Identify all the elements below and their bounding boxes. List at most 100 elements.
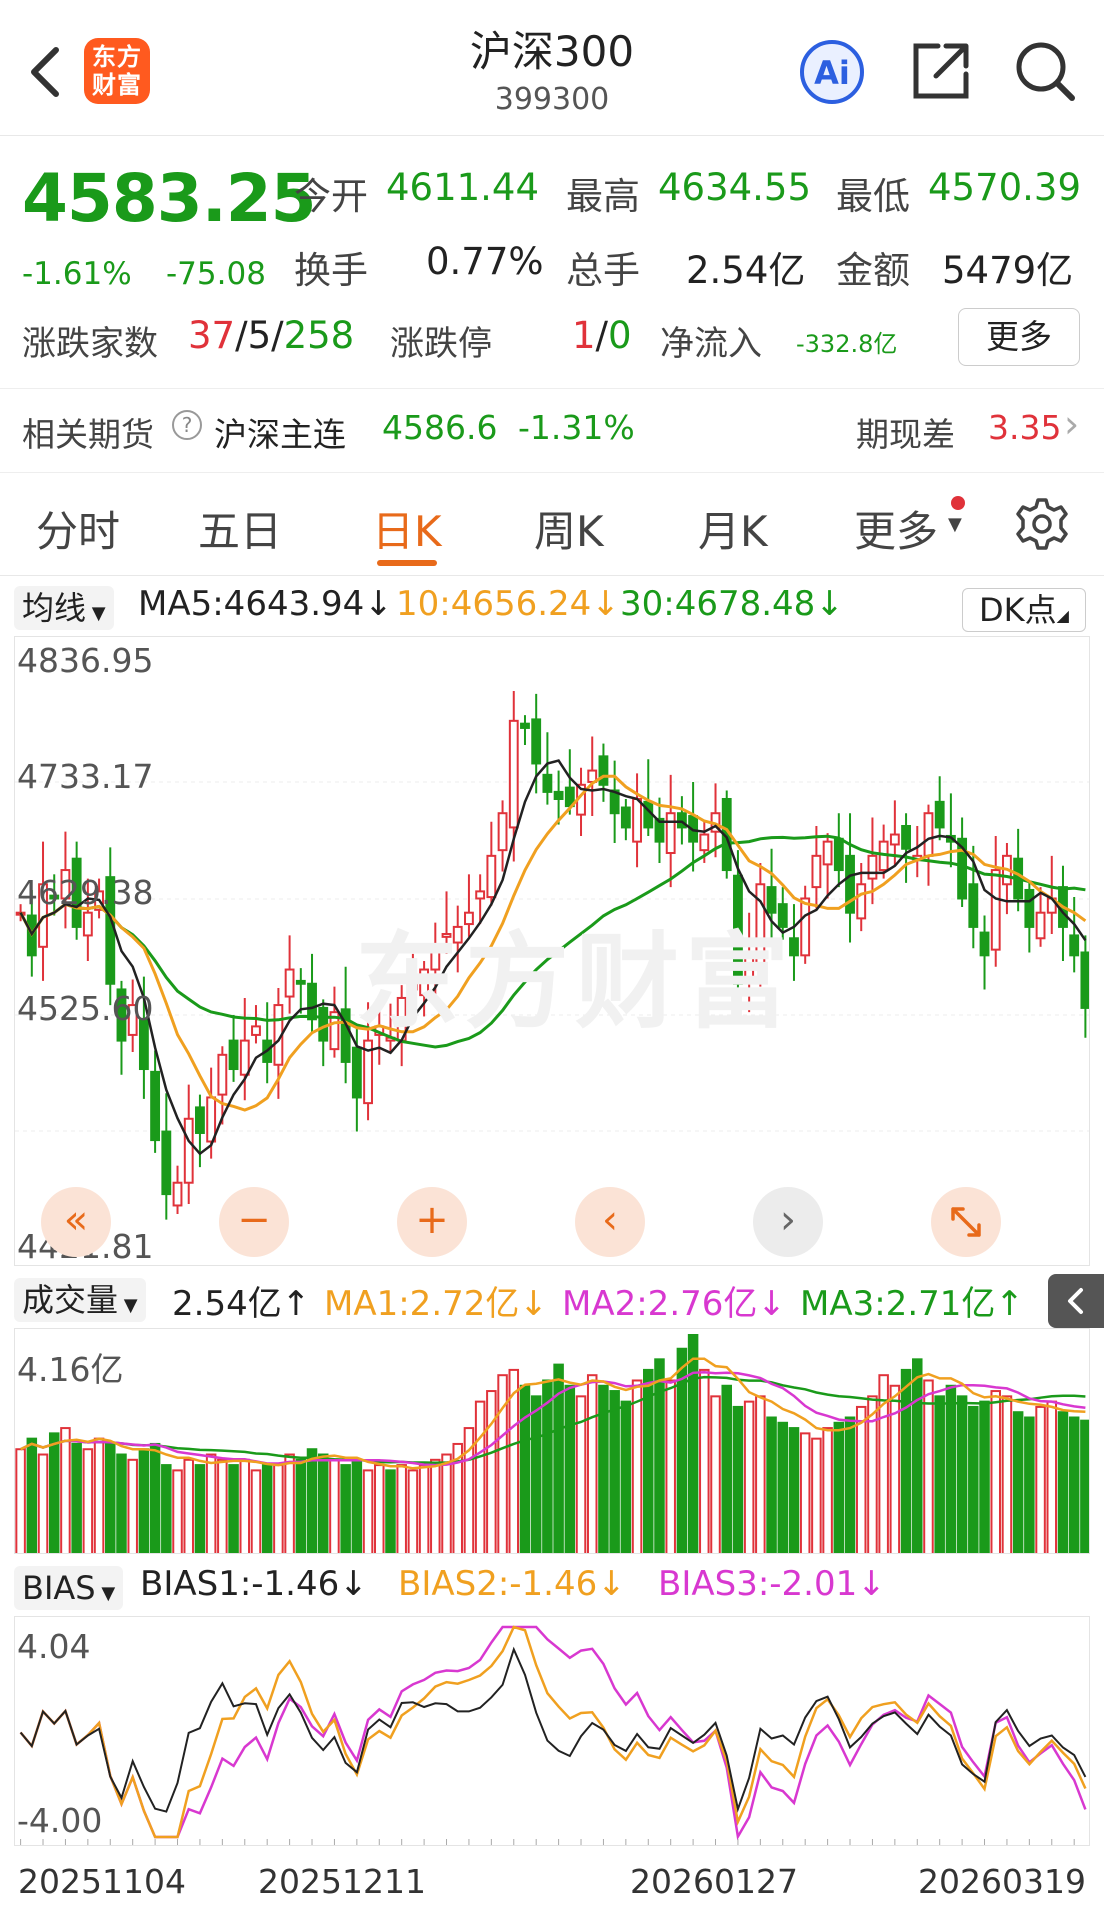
volume-legend: 成交量 ▼ 2.54亿↑ MA1:2.72亿↓ MA2:2.76亿↓ MA3:2… bbox=[0, 1274, 1104, 1326]
tab-daily-k[interactable]: 日K bbox=[372, 507, 442, 556]
volume-bar bbox=[250, 1469, 262, 1553]
basis-label: 期现差 bbox=[856, 415, 955, 454]
bias3-value: BIAS3:-2.01↓ bbox=[658, 1564, 886, 1604]
basis-value: 3.35 bbox=[988, 408, 1062, 447]
volume-bar bbox=[430, 1458, 441, 1553]
change-percent: -1.61% bbox=[22, 256, 132, 292]
volume-bar bbox=[116, 1453, 127, 1553]
volume-bar bbox=[811, 1437, 822, 1553]
volume-bar bbox=[990, 1390, 1001, 1553]
volume-bar bbox=[295, 1458, 307, 1553]
candle-body bbox=[172, 1181, 183, 1207]
volume-bar bbox=[284, 1453, 295, 1553]
volume-bar bbox=[923, 1379, 934, 1553]
candle-body bbox=[676, 812, 687, 829]
tab-more[interactable]: 更多 bbox=[854, 507, 939, 556]
ma30-value: 30:4678.48↓ bbox=[620, 584, 844, 624]
eastmoney-logo: 东方 财富 bbox=[84, 38, 150, 104]
candle-body bbox=[968, 883, 979, 928]
kline-chart[interactable]: 东方财富 4836.95 4733.17 4629.38 4525.60 442… bbox=[14, 636, 1090, 1266]
scroll-right-button[interactable]: › bbox=[753, 1187, 823, 1257]
indicator-selector-bias[interactable]: BIAS ▼ bbox=[14, 1566, 124, 1610]
candle-body bbox=[138, 1018, 149, 1071]
volume-bar bbox=[228, 1464, 239, 1553]
volume-bar bbox=[945, 1384, 957, 1553]
volume-bar bbox=[934, 1395, 945, 1553]
rewind-button[interactable]: « bbox=[41, 1187, 111, 1257]
candle-body bbox=[1035, 911, 1046, 940]
volume-bar bbox=[564, 1384, 576, 1553]
bias-chart[interactable]: 4.04 -4.00 bbox=[14, 1616, 1090, 1846]
volume-bar bbox=[273, 1464, 284, 1553]
more-quote-button[interactable]: 更多 bbox=[958, 308, 1080, 366]
date-label: 20260127 bbox=[630, 1862, 798, 1901]
related-futures-row[interactable]: 相关期货 ? 沪深主连 4586.6 -1.31% 期现差 3.35 › bbox=[0, 390, 1104, 472]
notification-dot bbox=[951, 496, 965, 510]
volume-bar bbox=[889, 1384, 901, 1553]
gear-icon[interactable] bbox=[1014, 496, 1070, 552]
volume-bar bbox=[710, 1395, 721, 1553]
volume-chart[interactable]: 4.16亿 bbox=[14, 1328, 1090, 1554]
volume-bar bbox=[317, 1453, 329, 1553]
zoom-in-button[interactable]: + bbox=[397, 1187, 467, 1257]
share-icon[interactable] bbox=[908, 38, 974, 104]
ai-assistant-icon[interactable]: Ai bbox=[796, 38, 868, 106]
tab-intraday[interactable]: 分时 bbox=[36, 507, 121, 556]
indicator-selector-volume[interactable]: 成交量 ▼ bbox=[14, 1278, 146, 1322]
candle-body bbox=[71, 857, 82, 928]
bias2-value: BIAS2:-1.46↓ bbox=[398, 1564, 626, 1604]
volume-label: 总手 bbox=[566, 249, 640, 292]
volume-bar bbox=[1046, 1400, 1058, 1553]
candle-body bbox=[632, 797, 642, 843]
candle-body bbox=[251, 1025, 261, 1036]
back-arrow-icon[interactable] bbox=[22, 44, 70, 100]
breadth-flat: 5 bbox=[247, 314, 272, 357]
volume-plot bbox=[15, 1334, 1089, 1553]
candle-body bbox=[452, 925, 463, 944]
zoom-out-button[interactable]: − bbox=[219, 1187, 289, 1257]
candle-body bbox=[307, 982, 317, 1021]
search-icon[interactable] bbox=[1012, 38, 1078, 104]
scroll-left-button[interactable]: ‹ bbox=[575, 1187, 645, 1257]
kline-plot bbox=[15, 690, 1089, 1220]
candle-body bbox=[49, 894, 60, 900]
volume-bar bbox=[755, 1395, 766, 1553]
volume-bar bbox=[306, 1448, 318, 1553]
candle-body bbox=[464, 911, 474, 926]
volume-current: 2.54亿↑ bbox=[172, 1284, 311, 1324]
candle-body bbox=[127, 1004, 138, 1036]
volume-bar bbox=[127, 1458, 138, 1553]
fullscreen-button[interactable] bbox=[931, 1187, 1001, 1257]
tab-five-day[interactable]: 五日 bbox=[198, 507, 283, 556]
indicator-selector-ma[interactable]: 均线 ▼ bbox=[14, 586, 114, 630]
period-tabs: 分时 五日 日K 周K 月K 更多 ▼ bbox=[0, 474, 1104, 576]
volume-bar bbox=[867, 1395, 878, 1553]
bias-plot bbox=[19, 1625, 1087, 1845]
volume-bar bbox=[586, 1374, 598, 1553]
volume-bar bbox=[497, 1374, 508, 1553]
tab-monthly-k[interactable]: 月K bbox=[698, 507, 768, 556]
ma5-value: MA5:4643.94↓ bbox=[138, 584, 393, 624]
candle-body bbox=[508, 719, 519, 829]
volume-bar bbox=[385, 1469, 396, 1553]
candle-body bbox=[744, 954, 755, 980]
volume-bar bbox=[194, 1464, 206, 1553]
volume-bar bbox=[183, 1458, 194, 1553]
volume-bar bbox=[486, 1390, 497, 1553]
limit-down: 0 bbox=[608, 314, 632, 357]
candle-body bbox=[161, 1130, 172, 1196]
candle-body bbox=[867, 854, 878, 880]
open-label: 今开 bbox=[294, 175, 368, 218]
page-title: 沪深300 bbox=[469, 27, 635, 76]
open-value: 4611.44 bbox=[386, 166, 540, 209]
limit-sep: / bbox=[595, 314, 609, 357]
tab-weekly-k[interactable]: 周K bbox=[534, 507, 604, 556]
volume-bar bbox=[351, 1458, 363, 1553]
volume-bar bbox=[172, 1469, 183, 1553]
dk-point-button[interactable]: DK点◢ bbox=[962, 588, 1086, 632]
volume-bar bbox=[15, 1448, 26, 1553]
bias1-value: BIAS1:-1.46↓ bbox=[140, 1564, 368, 1604]
futures-price: 4586.6 bbox=[382, 408, 498, 447]
help-icon[interactable]: ? bbox=[172, 410, 202, 440]
collapse-panel-button[interactable] bbox=[1048, 1274, 1104, 1328]
